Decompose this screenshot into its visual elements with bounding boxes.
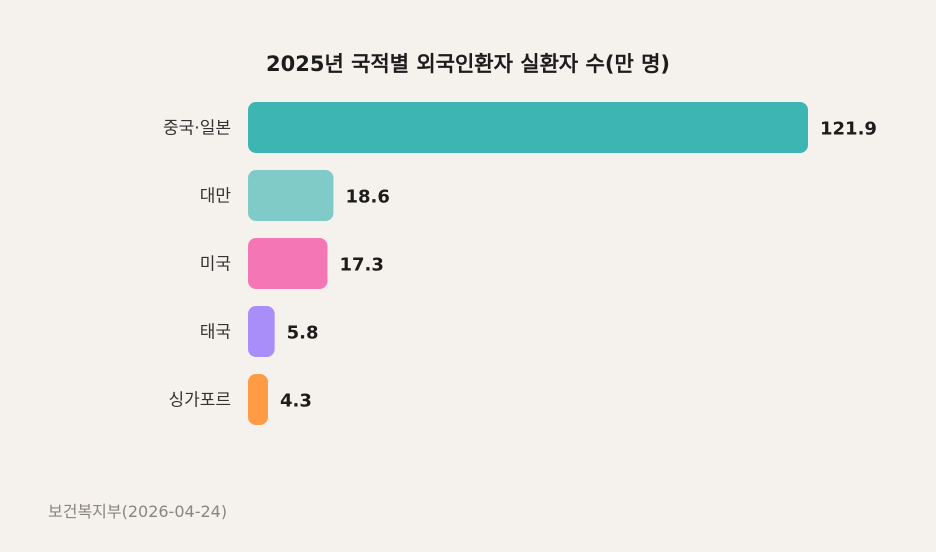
bar [248, 374, 268, 425]
category-label: 대만 [200, 187, 232, 207]
bar [248, 102, 808, 153]
value-label: 5.8 [287, 323, 319, 344]
bar [248, 170, 334, 221]
category-label: 미국 [200, 255, 231, 275]
bars-group: 중국·일본 121.9 대만 18.6 미국 17.3 태국 5.8 싱가포르 4.3 [163, 102, 877, 425]
category-label: 싱가포르 [168, 391, 231, 411]
value-label: 121.9 [820, 119, 877, 140]
value-label: 18.6 [345, 187, 389, 208]
value-label: 17.3 [339, 255, 383, 276]
category-label: 중국·일본 [163, 119, 231, 139]
source-note: 보건복지부(2026-04-24) [48, 502, 228, 521]
bar [248, 238, 328, 289]
bar [248, 306, 275, 357]
chart-title: 2025년 국적별 외국인환자 실환자 수(만 명) [266, 52, 670, 76]
category-label: 태국 [200, 323, 231, 343]
value-label: 4.3 [280, 391, 312, 412]
